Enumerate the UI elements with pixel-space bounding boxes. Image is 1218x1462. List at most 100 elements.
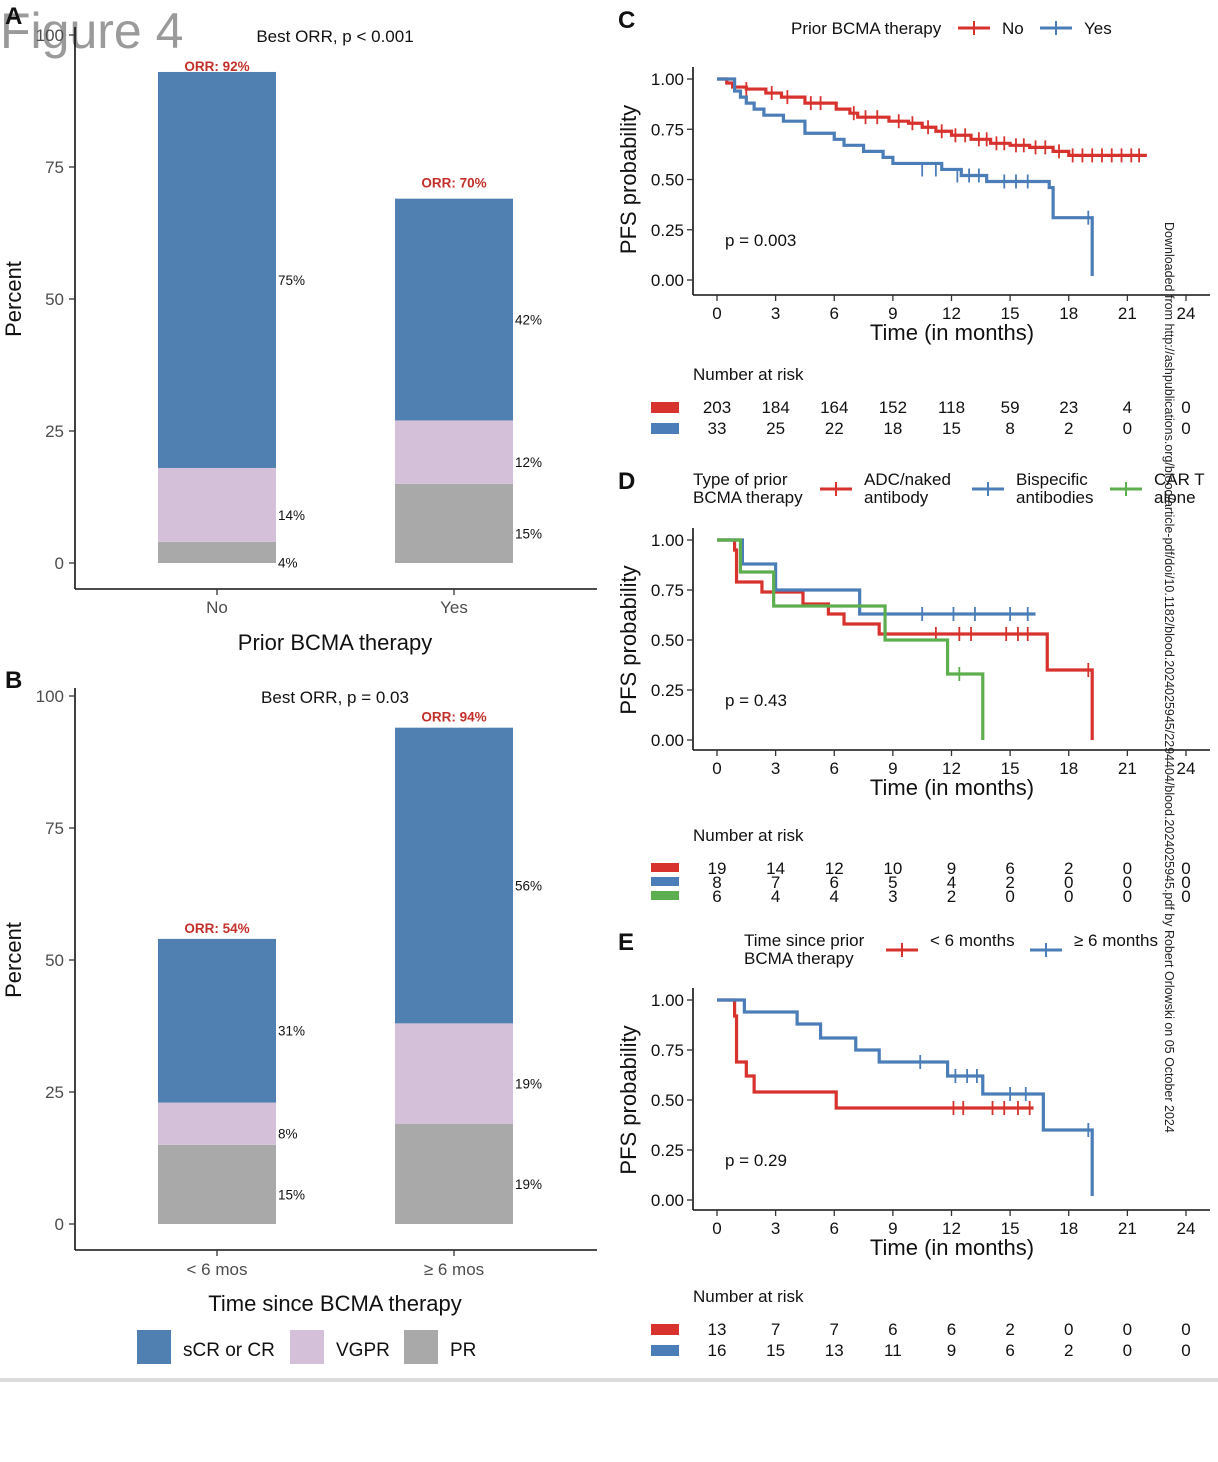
panel-label-E: E [618, 929, 634, 956]
risk-table-value-C: 164 [820, 398, 848, 417]
risk-table-value-C: 0 [1181, 398, 1190, 417]
risk-table-value-E: 6 [947, 1320, 956, 1339]
segment-label-A: 4% [278, 555, 298, 570]
risk-table-value-D: 8 [712, 873, 721, 892]
segment-label-A: 15% [515, 526, 542, 541]
km-x-tick-label-E: 24 [1177, 1219, 1196, 1238]
km-y-tick-label-C: 0.75 [651, 120, 684, 139]
bar-A-pr [395, 483, 513, 563]
chart-title-B: Best ORR, p = 0.03 [261, 688, 409, 707]
km-x-tick-label-C: 6 [830, 304, 839, 323]
risk-table-value-D: 14 [766, 859, 785, 878]
km-x-tick-label-D: 21 [1118, 759, 1137, 778]
km-x-tick-label-E: 0 [712, 1219, 721, 1238]
segment-label-B: 19% [515, 1177, 542, 1192]
km-curve-C-red [717, 77, 1147, 157]
km-y-axis-label-E: PFS probability [616, 1025, 641, 1174]
km-x-tick-label-C: 3 [771, 304, 780, 323]
y-tick-label-B: 50 [45, 951, 64, 970]
km-y-tick-label-E: 0.50 [651, 1091, 684, 1110]
y-tick-label-A: 75 [45, 158, 64, 177]
km-y-tick-label-E: 0.00 [651, 1191, 684, 1210]
km-x-axis-label-C: Time (in months) [870, 320, 1034, 345]
y-tick-label-A: 25 [45, 422, 64, 441]
risk-table-value-E: 9 [947, 1341, 956, 1360]
risk-table-value-E: 7 [771, 1320, 780, 1339]
risk-table-value-C: 23 [1059, 398, 1078, 417]
risk-table-value-E: 0 [1123, 1341, 1132, 1360]
km-x-tick-label-E: 18 [1059, 1219, 1078, 1238]
segment-label-A: 14% [278, 508, 305, 523]
risk-table-title-E: Number at risk [693, 1287, 804, 1306]
risk-table-value-C: 25 [766, 419, 785, 438]
km-curve-D-green [717, 538, 985, 740]
km-pvalue-E: p = 0.29 [725, 1151, 787, 1170]
risk-table-value-D: 4 [947, 873, 956, 892]
risk-table-value-C: 118 [938, 398, 965, 417]
km-y-tick-label-D: 0.25 [651, 681, 684, 700]
risk-table-value-C: 22 [825, 419, 844, 438]
km-y-axis-label-D: PFS probability [616, 565, 641, 714]
km-legend-label-E: < 6 months [930, 931, 1015, 950]
km-x-tick-label-D: 3 [771, 759, 780, 778]
risk-table-value-E: 0 [1123, 1320, 1132, 1339]
km-legend-title-E: Time since prior BCMA therapy [744, 931, 865, 968]
km-x-tick-label-E: 15 [1001, 1219, 1020, 1238]
risk-table-swatch-E [651, 1345, 679, 1356]
risk-table-value-C: 0 [1123, 419, 1132, 438]
bar-A-scr-or-cr [395, 198, 513, 421]
legend-swatch-bar [137, 1330, 171, 1364]
risk-table-value-D: 0 [1064, 873, 1073, 892]
y-tick-label-A: 0 [55, 554, 64, 573]
risk-table-value-C: 0 [1181, 419, 1190, 438]
bar-A-vgpr [395, 420, 513, 484]
risk-table-value-E: 6 [888, 1320, 897, 1339]
risk-table-value-E: 11 [884, 1341, 902, 1360]
segment-label-A: 42% [515, 313, 542, 328]
risk-table-value-C: 8 [1005, 419, 1014, 438]
x-tick-label-A: Yes [440, 598, 468, 617]
risk-table-value-E: 7 [830, 1320, 839, 1339]
km-y-axis-label-C: PFS probability [616, 105, 641, 254]
y-tick-label-B: 0 [55, 1215, 64, 1234]
km-legend-label-E: ≥ 6 months [1074, 931, 1158, 950]
risk-table-swatch-E [651, 1324, 679, 1335]
risk-table-value-E: 13 [825, 1341, 844, 1360]
segment-label-B: 19% [515, 1077, 542, 1092]
km-y-tick-label-D: 0.50 [651, 631, 684, 650]
orr-label-B: ORR: 94% [421, 710, 486, 725]
risk-table-value-C: 59 [1001, 398, 1020, 417]
orr-label-A: ORR: 70% [421, 175, 486, 190]
risk-table-value-D: 7 [771, 873, 780, 892]
risk-table-value-C: 2 [1064, 419, 1073, 438]
risk-table-value-C: 4 [1123, 398, 1132, 417]
bar-B-vgpr [158, 1102, 276, 1145]
y-tick-label-A: 50 [45, 290, 64, 309]
km-x-tick-label-D: 9 [888, 759, 897, 778]
segment-label-B: 8% [278, 1127, 298, 1142]
km-pvalue-C: p = 0.003 [725, 231, 796, 250]
risk-table-value-D: 0 [1123, 887, 1132, 906]
x-axis-label-A: Prior BCMA therapy [238, 630, 432, 655]
x-tick-label-A: No [206, 598, 228, 617]
risk-table-value-C: 184 [761, 398, 789, 417]
km-x-tick-label-C: 18 [1059, 304, 1078, 323]
km-y-tick-label-D: 0.75 [651, 581, 684, 600]
panel-label-A: A [5, 3, 22, 30]
km-x-axis-label-E: Time (in months) [870, 1235, 1034, 1260]
bar-B-vgpr [395, 1023, 513, 1124]
risk-table-value-C: 203 [703, 398, 731, 417]
km-x-tick-label-D: 0 [712, 759, 721, 778]
risk-table-value-D: 0 [1181, 887, 1190, 906]
risk-table-title-D: Number at risk [693, 826, 804, 845]
orr-label-A: ORR: 92% [184, 59, 249, 74]
bar-A-scr-or-cr [158, 71, 276, 468]
km-legend-title-D: Type of prior BCMA therapy [693, 470, 803, 507]
risk-table-title-C: Number at risk [693, 365, 804, 384]
km-x-axis-label-D: Time (in months) [870, 775, 1034, 800]
risk-table-value-D: 0 [1005, 887, 1014, 906]
download-note: Downloaded from http://ashpublications.o… [1162, 222, 1176, 1133]
bar-B-pr [395, 1123, 513, 1224]
km-x-tick-label-C: 9 [888, 304, 897, 323]
risk-table-value-D: 2 [1064, 859, 1073, 878]
